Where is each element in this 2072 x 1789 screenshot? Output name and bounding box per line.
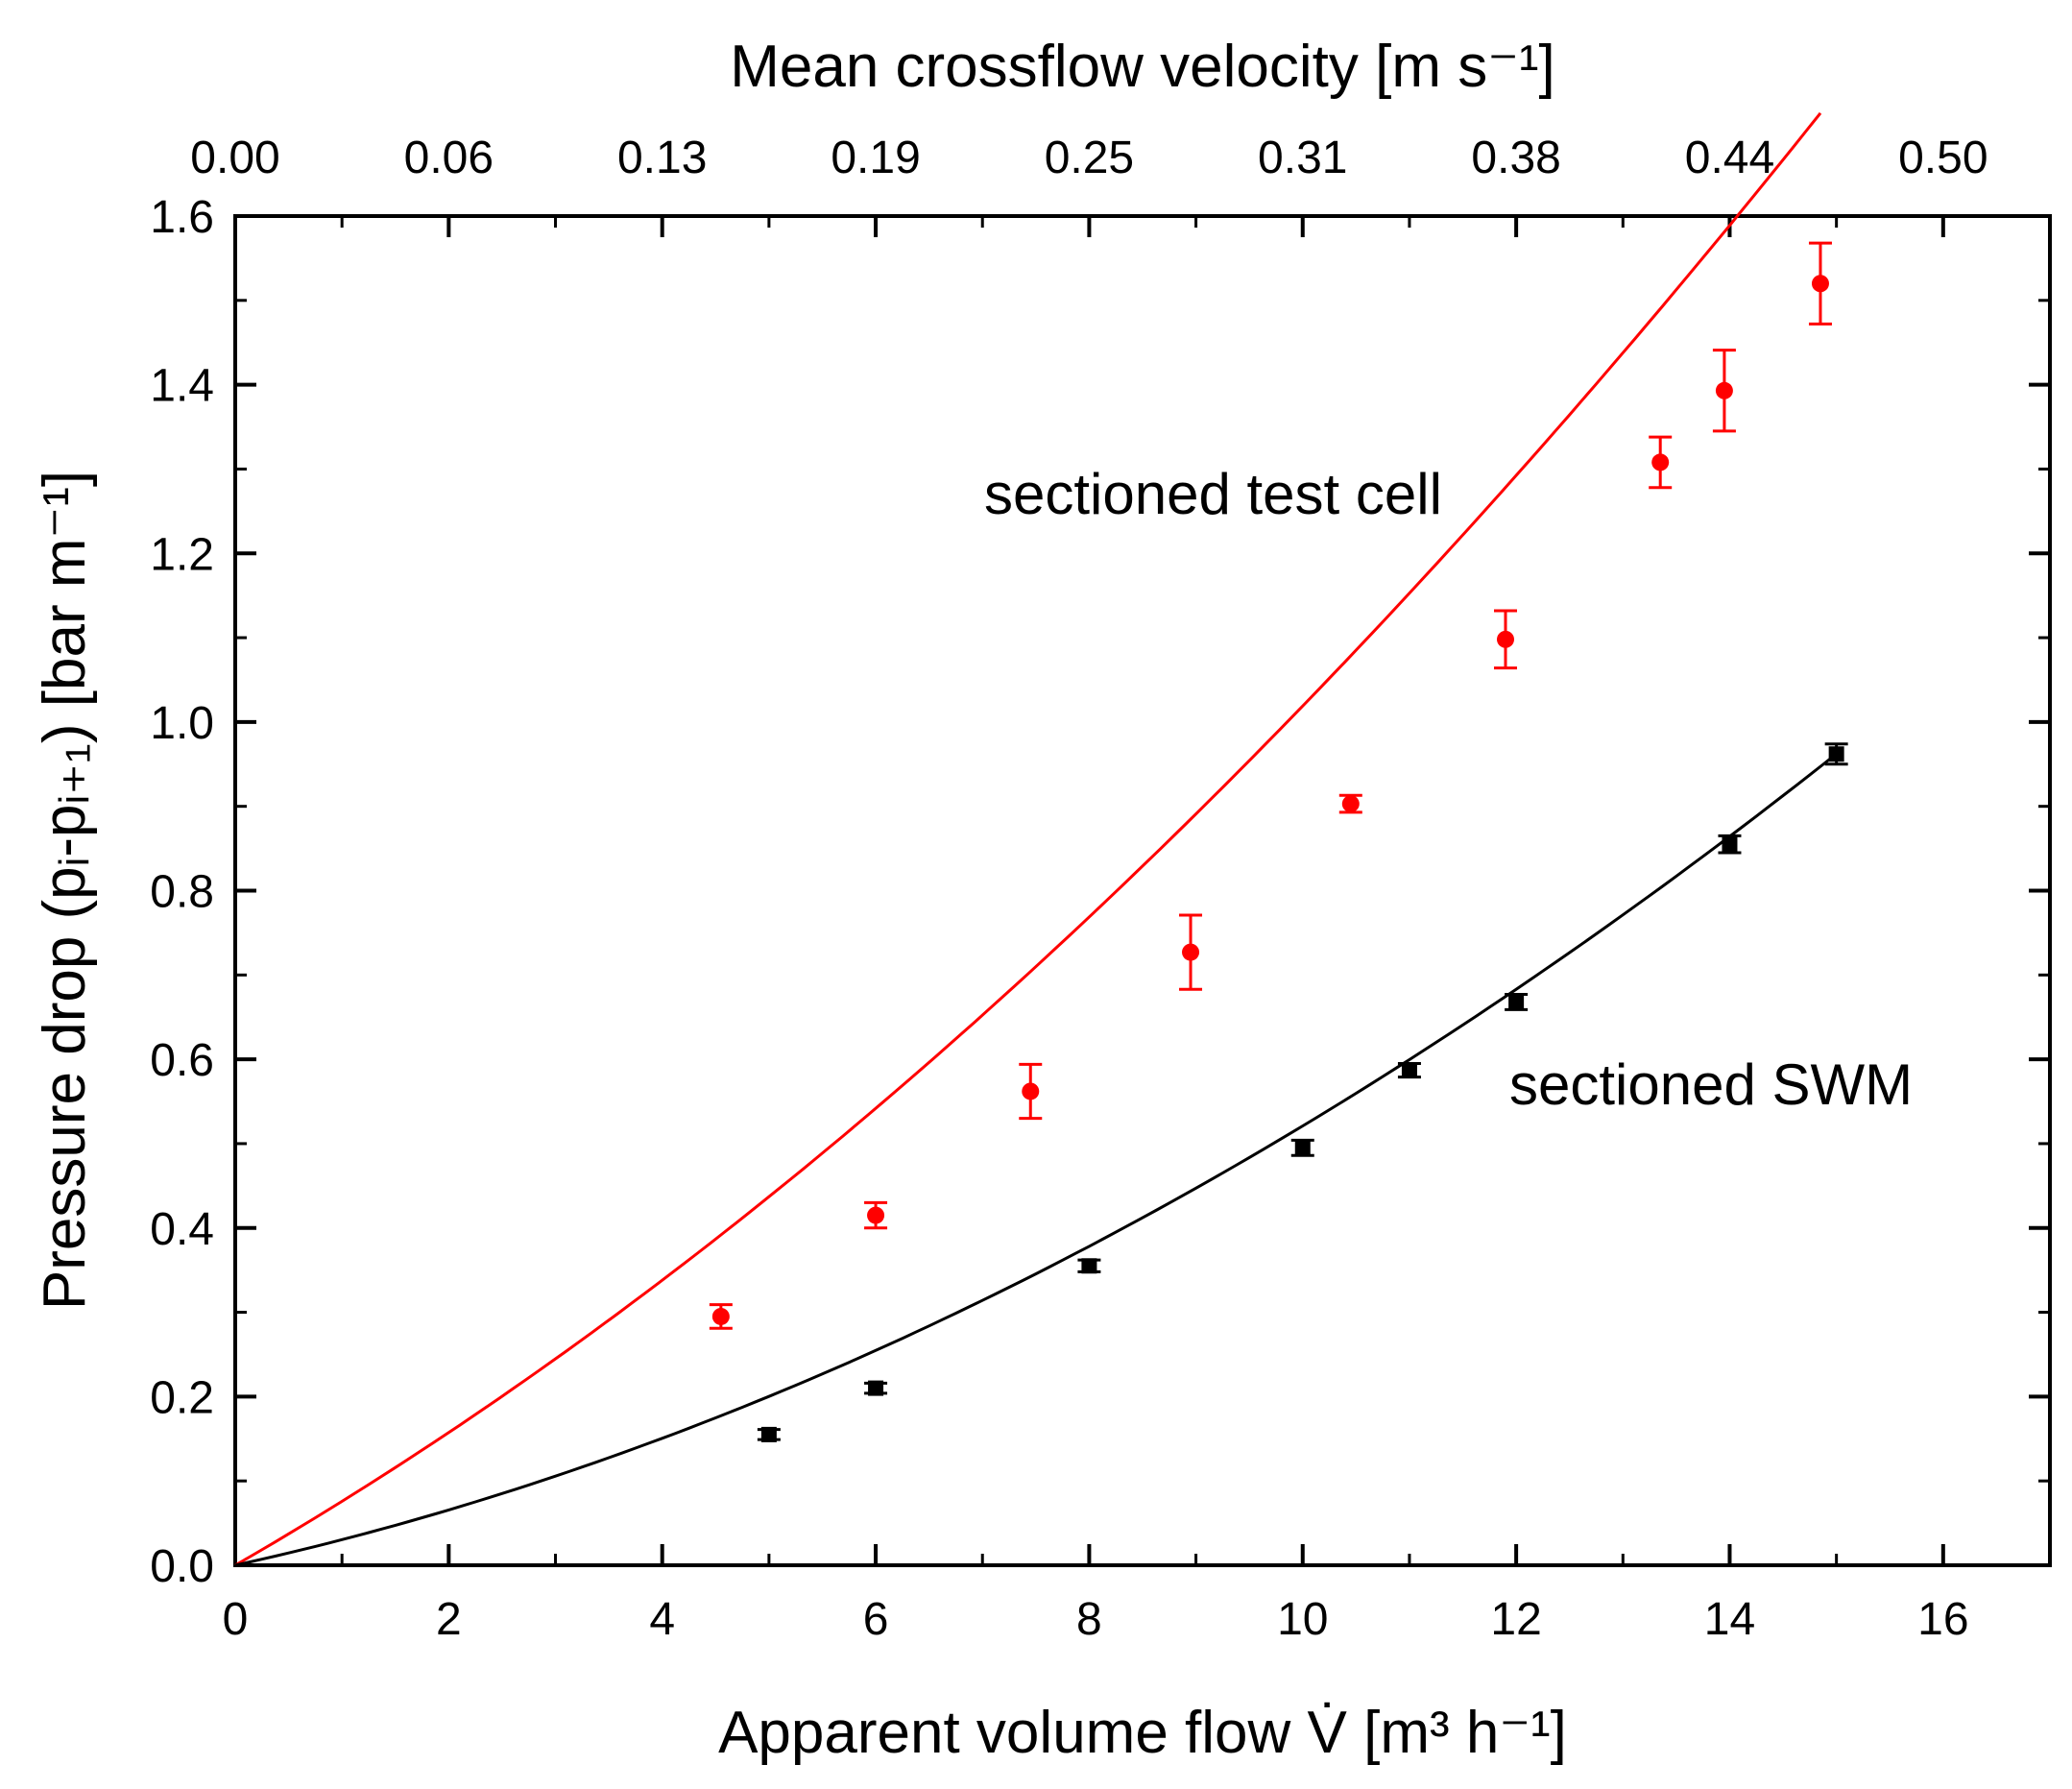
y-tick-label: 1.4 — [150, 361, 214, 412]
data-point — [1508, 994, 1525, 1010]
data-point — [1497, 630, 1514, 648]
top-tick-label: 0.00 — [190, 133, 279, 183]
y-tick-label: 1.6 — [150, 192, 214, 243]
top-tick-label: 0.31 — [1258, 133, 1347, 183]
plot-frame — [233, 214, 2052, 1567]
data-point — [1341, 795, 1360, 813]
y-tick-label: 0.6 — [150, 1035, 214, 1086]
y-axis-title: Pressure drop (pᵢ-pᵢ₊₁) [bar m⁻¹] — [32, 471, 98, 1310]
data-point — [1828, 746, 1844, 762]
y-tick-label: 1.2 — [150, 529, 214, 580]
data-point — [1722, 836, 1738, 853]
top-tick-label: 0.38 — [1471, 133, 1560, 183]
top-tick-label: 0.25 — [1045, 133, 1134, 183]
top-tick-label: 0.19 — [831, 133, 920, 183]
y-tick-label: 0.8 — [150, 867, 214, 918]
top-tick-labels: 0.00 0.06 0.13 0.19 0.25 0.31 0.38 0.44 0.50 — [190, 133, 1988, 183]
x-tick-label: 0 — [223, 1594, 249, 1645]
fit-curves — [234, 111, 1838, 1567]
data-point — [1182, 943, 1200, 961]
data-point — [1022, 1082, 1040, 1100]
top-tick-label: 0.13 — [617, 133, 707, 183]
x-axis-title: Apparent volume flow V̇ [m³ h⁻¹] — [718, 1700, 1567, 1766]
data-point — [1294, 1140, 1311, 1156]
data-point — [1715, 381, 1733, 399]
x-tick-label: 10 — [1277, 1594, 1328, 1645]
x-tick-label: 4 — [649, 1594, 675, 1645]
annotation-test-cell: sectioned test cell — [984, 462, 1442, 526]
data-point — [1811, 275, 1829, 293]
data-point — [711, 1307, 730, 1325]
top-axis-title: Mean crossflow velocity [m s⁻¹] — [730, 34, 1555, 100]
top-tick-label: 0.06 — [404, 133, 494, 183]
y-tick-label: 0.2 — [150, 1372, 214, 1423]
fit-curve — [234, 752, 1838, 1567]
x-tick-label: 12 — [1490, 1594, 1541, 1645]
x-tick-label: 14 — [1704, 1594, 1755, 1645]
x-tick-label: 2 — [436, 1594, 462, 1645]
error-bars — [709, 241, 1848, 1441]
y-tick-label: 1.0 — [150, 698, 214, 749]
markers — [711, 275, 1844, 1442]
data-point — [1401, 1062, 1417, 1078]
x-tick-labels: 0 2 4 6 8 10 12 14 16 — [223, 1594, 1969, 1645]
y-tick-label: 0.4 — [150, 1204, 214, 1255]
top-tick-label: 0.50 — [1898, 133, 1988, 183]
x-tick-label: 8 — [1076, 1594, 1102, 1645]
annotation-swm: sectioned SWM — [1509, 1052, 1913, 1117]
data-point — [868, 1380, 884, 1396]
ticks — [233, 214, 2050, 1567]
data-point — [1651, 453, 1670, 471]
x-tick-label: 6 — [863, 1594, 889, 1645]
top-tick-label: 0.44 — [1685, 133, 1774, 183]
y-tick-label: 0.0 — [150, 1541, 214, 1592]
x-tick-label: 16 — [1917, 1594, 1968, 1645]
fit-curve — [234, 111, 1822, 1567]
data-point — [1081, 1258, 1097, 1274]
data-point — [760, 1426, 777, 1442]
data-point — [867, 1206, 885, 1224]
y-tick-labels: 0.0 0.2 0.4 0.6 0.8 1.0 1.2 1.4 1.6 — [150, 192, 214, 1592]
